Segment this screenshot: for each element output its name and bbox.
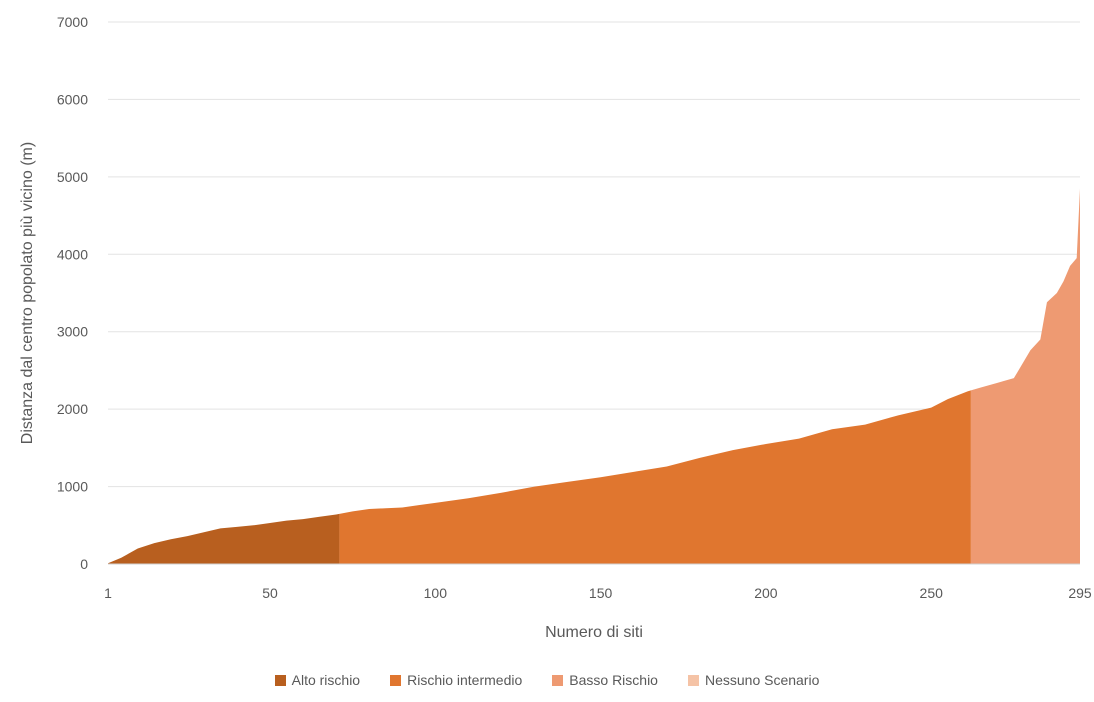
y-tick-label: 7000: [57, 14, 88, 30]
x-tick-label: 100: [424, 585, 448, 601]
legend-item-alto-rischio: Alto rischio: [274, 672, 361, 688]
legend-swatch: [552, 674, 564, 686]
legend-item-basso-rischio: Basso Rischio: [552, 672, 658, 688]
y-tick-label: 5000: [57, 169, 88, 185]
x-tick-label: 200: [754, 585, 778, 601]
y-tick-label: 3000: [57, 324, 88, 340]
y-tick-label: 4000: [57, 246, 88, 262]
x-tick-label: 250: [920, 585, 944, 601]
legend: Alto rischio Rischio intermedio Basso Risc…: [0, 672, 1094, 688]
x-tick-label: 50: [262, 585, 278, 601]
legend-item-rischio-intermedio: Rischio intermedio: [390, 672, 522, 688]
legend-swatch: [687, 674, 699, 686]
legend-swatch: [390, 674, 402, 686]
x-tick-label: 1: [104, 585, 112, 601]
x-tick-label: 150: [589, 585, 613, 601]
y-tick-label: 1000: [57, 479, 88, 495]
area-rischio-intermedio: [339, 390, 971, 564]
y-tick-label: 6000: [57, 91, 88, 107]
legend-item-nessuno-scenario: Nessuno Scenario: [687, 672, 820, 688]
x-axis-title: Numero di siti: [545, 624, 643, 641]
legend-label: Rischio intermedio: [407, 672, 523, 688]
gridlines: [108, 21, 1080, 488]
y-tick-label: 2000: [57, 401, 88, 417]
area-basso-rischio: [970, 188, 1080, 564]
y-tick-label: 0: [80, 556, 88, 572]
legend-label: Alto rischio: [291, 672, 361, 688]
y-axis-title: Distanza dal centro popolato più vicino …: [19, 142, 36, 444]
area-alto-rischio: [108, 513, 340, 564]
legend-swatch: [274, 674, 286, 686]
legend-label: Basso Rischio: [569, 672, 658, 688]
x-tick-label: 295: [1068, 585, 1092, 601]
legend-label: Nessuno Scenario: [704, 672, 820, 688]
data-areas: [108, 188, 1080, 564]
